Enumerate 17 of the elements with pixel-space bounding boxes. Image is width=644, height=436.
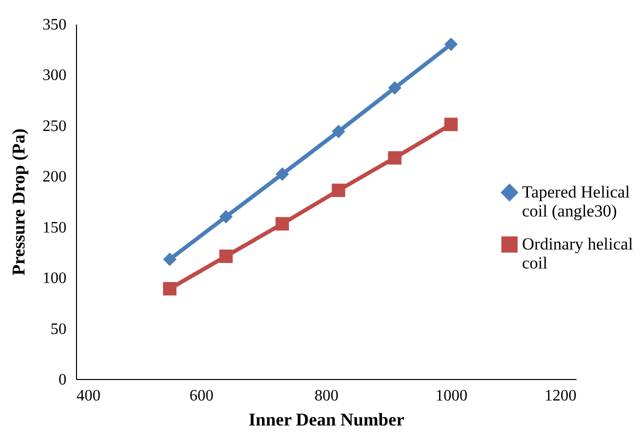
y-tick-label: 50 — [50, 320, 66, 338]
y-tick-label: 100 — [42, 270, 66, 288]
x-tick-label: 400 — [76, 388, 100, 404]
x-tick-label: 600 — [190, 388, 214, 404]
x-axis-title: Inner Dean Number — [248, 410, 404, 430]
y-tick-label: 350 — [42, 16, 66, 34]
y-tick-label: 300 — [42, 67, 66, 84]
x-tick-label: 1200 — [544, 388, 576, 404]
x-tick-label: 800 — [314, 388, 338, 404]
y-tick-label: 200 — [42, 168, 66, 186]
y-axis-title: Pressure Drop (Pa) — [8, 128, 28, 276]
legend-label: Ordinary helical coil — [522, 234, 634, 272]
x-tick-label: 1000 — [436, 388, 468, 404]
y-tick-label: 250 — [42, 118, 66, 135]
y-tick-label: 0 — [58, 372, 66, 388]
y-tick-label: 150 — [42, 219, 66, 236]
legend-label: Tapered Helical coil (angle30) — [522, 182, 630, 220]
